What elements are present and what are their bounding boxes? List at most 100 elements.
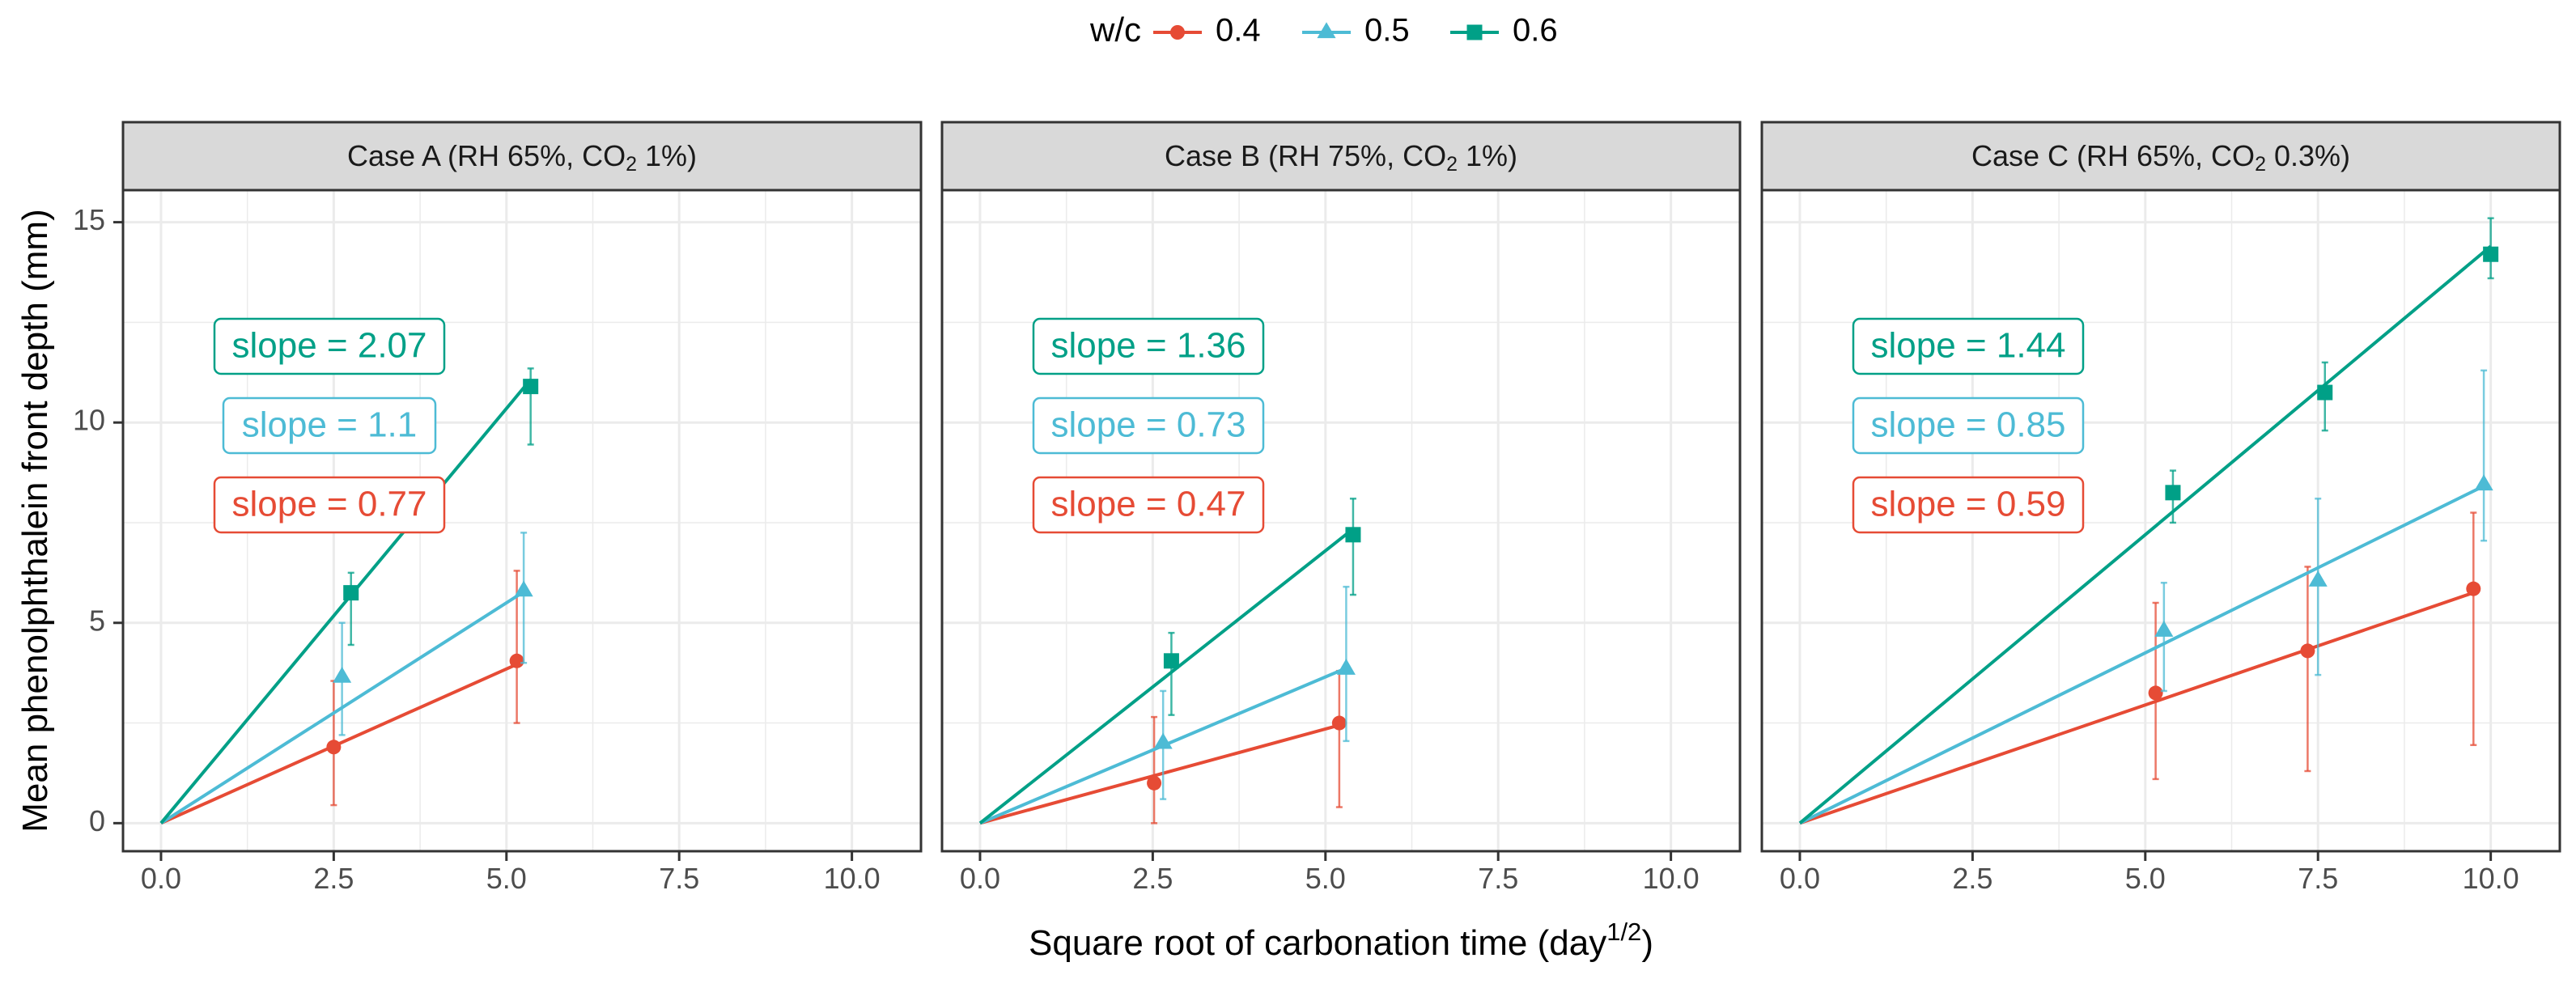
y-tick-label: 5: [89, 604, 105, 637]
series-wc-0.4: [1799, 511, 2481, 825]
legend: w/c 0.4 0.5 0.6: [1089, 11, 1558, 49]
x-axis: 0.0 2.5 5.0 7.5 10.0: [1780, 851, 2519, 895]
panel-1: Case A (RH 65%, CO2 1%) slope = 2.07 slope…: [121, 121, 923, 895]
panel-border: [940, 189, 1742, 853]
x-tick-label: 2.5: [313, 862, 354, 895]
x-tick-label: 7.5: [1478, 862, 1518, 895]
fit-line: [1799, 591, 2474, 825]
slope-label-text: slope = 1.44: [1871, 326, 2066, 366]
slope-label-text: slope = 1.36: [1051, 326, 1246, 366]
slope-label-box: [222, 396, 437, 455]
slope-label-text: slope = 1.1: [242, 405, 418, 445]
series-wc-0.5: [1799, 369, 2493, 825]
data-point: [2300, 643, 2315, 659]
legend-key-marker: [1317, 22, 1336, 39]
data-point: [514, 580, 533, 597]
y-tick-label: 15: [73, 203, 105, 236]
data-point: [2474, 474, 2493, 491]
panel-2: Case B (RH 75%, CO2 1%) slope = 1.36 slope…: [940, 121, 1742, 895]
panel-border: [121, 189, 923, 853]
series-wc-0.6: [978, 498, 1361, 825]
data-point: [2317, 384, 2333, 401]
slope-label-text: slope = 0.59: [1871, 485, 2066, 524]
data-point: [2466, 581, 2481, 596]
data-point: [2483, 246, 2499, 262]
data-point: [1336, 659, 1356, 675]
legend-label: 0.6: [1513, 13, 1558, 49]
data-point: [1153, 732, 1173, 749]
x-axis-title: Square root of carbonation time (day1/2): [1029, 918, 1653, 963]
data-point: [1345, 527, 1361, 543]
x-tick-label: 7.5: [659, 862, 699, 895]
slope-label-wc-0.5: slope = 0.85: [1852, 396, 2085, 455]
x-tick-label: 10.0: [1643, 862, 1700, 895]
legend-entry-0.6: 0.6: [1450, 13, 1558, 49]
x-tick-label: 5.0: [1305, 862, 1346, 895]
slope-label-box: [1032, 317, 1265, 375]
x-tick-label: 2.5: [1132, 862, 1173, 895]
data-point: [1163, 653, 1179, 669]
slope-label-box: [213, 317, 446, 375]
slope-label-wc-0.6: slope = 1.36: [1032, 317, 1265, 375]
data-point: [2148, 685, 2163, 701]
data-point: [326, 740, 342, 755]
x-tick-label: 7.5: [2298, 862, 2338, 895]
slope-label-box: [1032, 396, 1265, 455]
x-tick-label: 0.0: [960, 862, 1000, 895]
fit-line: [979, 723, 1340, 825]
panel-border: [1760, 189, 2561, 853]
panel-3: Case C (RH 65%, CO2 0.3%) slope = 1.44 slo…: [1760, 121, 2561, 895]
slope-label-wc-0.5: slope = 1.1: [222, 396, 437, 455]
slope-label-box: [1852, 396, 2085, 455]
x-tick-label: 10.0: [824, 862, 881, 895]
fit-line: [1799, 484, 2485, 825]
slope-label-text: slope = 0.73: [1051, 405, 1246, 445]
legend-entry-0.5: 0.5: [1302, 13, 1410, 49]
slope-label-box: [213, 476, 446, 534]
slope-label-box: [1852, 476, 2085, 534]
slope-label-text: slope = 2.07: [232, 326, 427, 366]
slope-label-text: slope = 0.85: [1871, 405, 2066, 445]
y-tick-label: 10: [73, 404, 105, 437]
data-point: [1147, 775, 1162, 791]
slope-label-wc-0.4: slope = 0.77: [213, 476, 446, 534]
slope-label-wc-0.4: slope = 0.59: [1852, 476, 2085, 534]
legend-key-marker: [1170, 25, 1185, 40]
data-point: [333, 666, 352, 683]
facet-title: Case C (RH 65%, CO2 0.3%): [1971, 139, 2350, 176]
legend-key-marker: [1466, 24, 1483, 40]
fit-line: [159, 378, 533, 825]
x-tick-label: 2.5: [1952, 862, 1992, 895]
data-point: [509, 653, 524, 668]
data-point: [1331, 715, 1347, 731]
x-tick-label: 5.0: [486, 862, 527, 895]
series-wc-0.6: [159, 367, 539, 825]
legend-label: 0.5: [1364, 13, 1410, 49]
slope-label-box: [1032, 476, 1265, 534]
x-tick-label: 5.0: [2125, 862, 2166, 895]
series-wc-0.5: [159, 532, 533, 825]
facet-strip: [1760, 121, 2561, 192]
legend-title: w/c: [1089, 11, 1141, 49]
data-point: [343, 585, 359, 601]
slope-label-wc-0.4: slope = 0.47: [1032, 476, 1265, 534]
facet-title: Case B (RH 75%, CO2 1%): [1165, 139, 1517, 176]
x-tick-label: 0.0: [1780, 862, 1820, 895]
data-point: [523, 379, 539, 395]
legend-label: 0.4: [1216, 13, 1261, 49]
slope-label-wc-0.6: slope = 1.44: [1852, 317, 2085, 375]
legend-entry-0.4: 0.4: [1153, 13, 1261, 49]
slope-label-text: slope = 0.47: [1051, 485, 1246, 524]
slope-label-box: [1852, 317, 2085, 375]
slope-label-wc-0.5: slope = 0.73: [1032, 396, 1265, 455]
slope-label-wc-0.6: slope = 2.07: [213, 317, 446, 375]
facet-title: Case A (RH 65%, CO2 1%): [347, 139, 697, 176]
fit-line: [1798, 244, 2492, 825]
y-tick-label: 0: [89, 804, 105, 837]
series-wc-0.6: [1798, 217, 2499, 825]
series-wc-0.5: [979, 585, 1356, 825]
slope-label-text: slope = 0.77: [232, 485, 427, 524]
data-point: [2154, 621, 2174, 637]
